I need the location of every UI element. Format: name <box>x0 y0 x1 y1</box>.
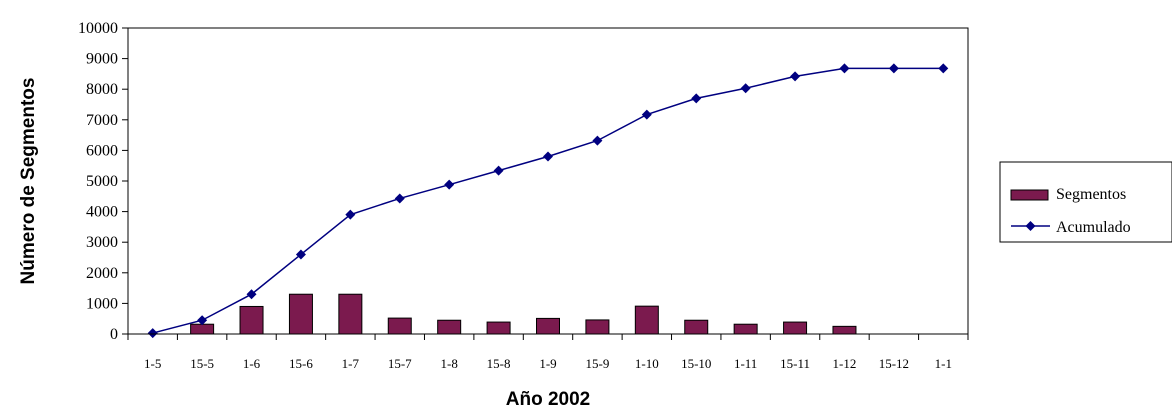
point-acumulado <box>197 315 208 326</box>
legend: Segmentos Acumulado <box>999 161 1172 243</box>
y-tick-label: 0 <box>110 326 118 343</box>
y-tick-label: 9000 <box>86 51 118 68</box>
point-acumulado <box>790 71 801 82</box>
point-acumulado <box>493 165 504 176</box>
x-tick-label: 1-12 <box>833 356 857 371</box>
bar-segmentos <box>486 321 511 335</box>
point-acumulado <box>246 289 257 300</box>
bar-segmentos <box>190 323 215 335</box>
bar-segmentos <box>585 319 610 335</box>
point-acumulado <box>938 63 949 74</box>
x-tick-label: 15-8 <box>487 356 511 371</box>
bar-series-segmentos <box>190 293 857 335</box>
bar-segmentos <box>783 321 808 335</box>
x-tick-label: 1-9 <box>539 356 556 371</box>
x-tick-label: 1-10 <box>635 356 659 371</box>
y-tick-label: 5000 <box>86 173 118 190</box>
point-acumulado <box>691 93 702 104</box>
point-acumulado <box>740 83 751 94</box>
legend-label-acumulado: Acumulado <box>1056 219 1131 236</box>
y-tick-label: 10000 <box>78 20 118 37</box>
x-tick-label: 1-7 <box>342 356 360 371</box>
bar-segmentos <box>437 319 462 335</box>
y-tick-label: 4000 <box>86 204 118 221</box>
legend-label-segmentos: Segmentos <box>1056 186 1126 203</box>
x-tick-label: 1-8 <box>441 356 458 371</box>
bar-segmentos <box>239 305 264 335</box>
x-tick-label: 1-1 <box>935 356 952 371</box>
bar-segmentos <box>733 323 758 335</box>
x-tick-label: 1-11 <box>734 356 757 371</box>
point-acumulado <box>147 328 158 339</box>
bar-segmentos <box>338 293 363 335</box>
y-tick-label: 3000 <box>86 234 118 251</box>
bar-segmentos <box>288 293 313 335</box>
y-axis-title: Número de Segmentos <box>18 78 39 285</box>
y-tick-label: 1000 <box>86 295 118 312</box>
point-acumulado <box>592 135 603 146</box>
point-acumulado <box>888 63 899 74</box>
bar-segmentos <box>387 317 412 335</box>
plot-area-frame <box>127 27 969 335</box>
y-tick-label: 7000 <box>86 112 118 129</box>
y-tick-label: 2000 <box>86 265 118 282</box>
x-tick-label: 15-9 <box>585 356 609 371</box>
x-tick-label: 15-12 <box>879 356 909 371</box>
point-acumulado <box>444 179 455 190</box>
y-tick-label: 8000 <box>86 81 118 98</box>
point-acumulado <box>839 63 850 74</box>
x-tick-label: 15-6 <box>289 356 313 371</box>
line-series-acumulado <box>147 63 949 339</box>
x-tick-label: 15-10 <box>681 356 711 371</box>
point-acumulado <box>641 109 652 120</box>
bar-segmentos <box>832 325 857 335</box>
bar-segmentos <box>536 317 560 335</box>
x-tick-label: 1-5 <box>144 356 161 371</box>
line-acumulado <box>152 67 944 334</box>
y-axis-ticks: 0 1000 2000 3000 4000 5000 6000 7000 8000 9000 100… <box>78 20 128 343</box>
x-axis-ticks: 1-5 15-5 1-6 15-6 1-7 15-7 1-8 15-8 1-9 15-9 1-10 1… <box>127 334 969 371</box>
legend-marker-acumulado <box>1025 221 1036 231</box>
x-tick-label: 15-5 <box>190 356 214 371</box>
x-tick-label: 15-11 <box>780 356 810 371</box>
x-tick-label: 1-6 <box>243 356 261 371</box>
x-tick-label: 15-7 <box>388 356 412 371</box>
bar-segmentos <box>634 305 659 335</box>
x-axis-title: Año 2002 <box>506 389 590 408</box>
y-tick-label: 6000 <box>86 142 118 159</box>
bar-segmentos <box>684 319 709 335</box>
point-acumulado <box>345 209 356 220</box>
point-acumulado <box>543 151 553 162</box>
legend-swatch-segmentos <box>1010 189 1049 201</box>
point-acumulado <box>394 193 405 204</box>
point-acumulado <box>295 249 306 260</box>
